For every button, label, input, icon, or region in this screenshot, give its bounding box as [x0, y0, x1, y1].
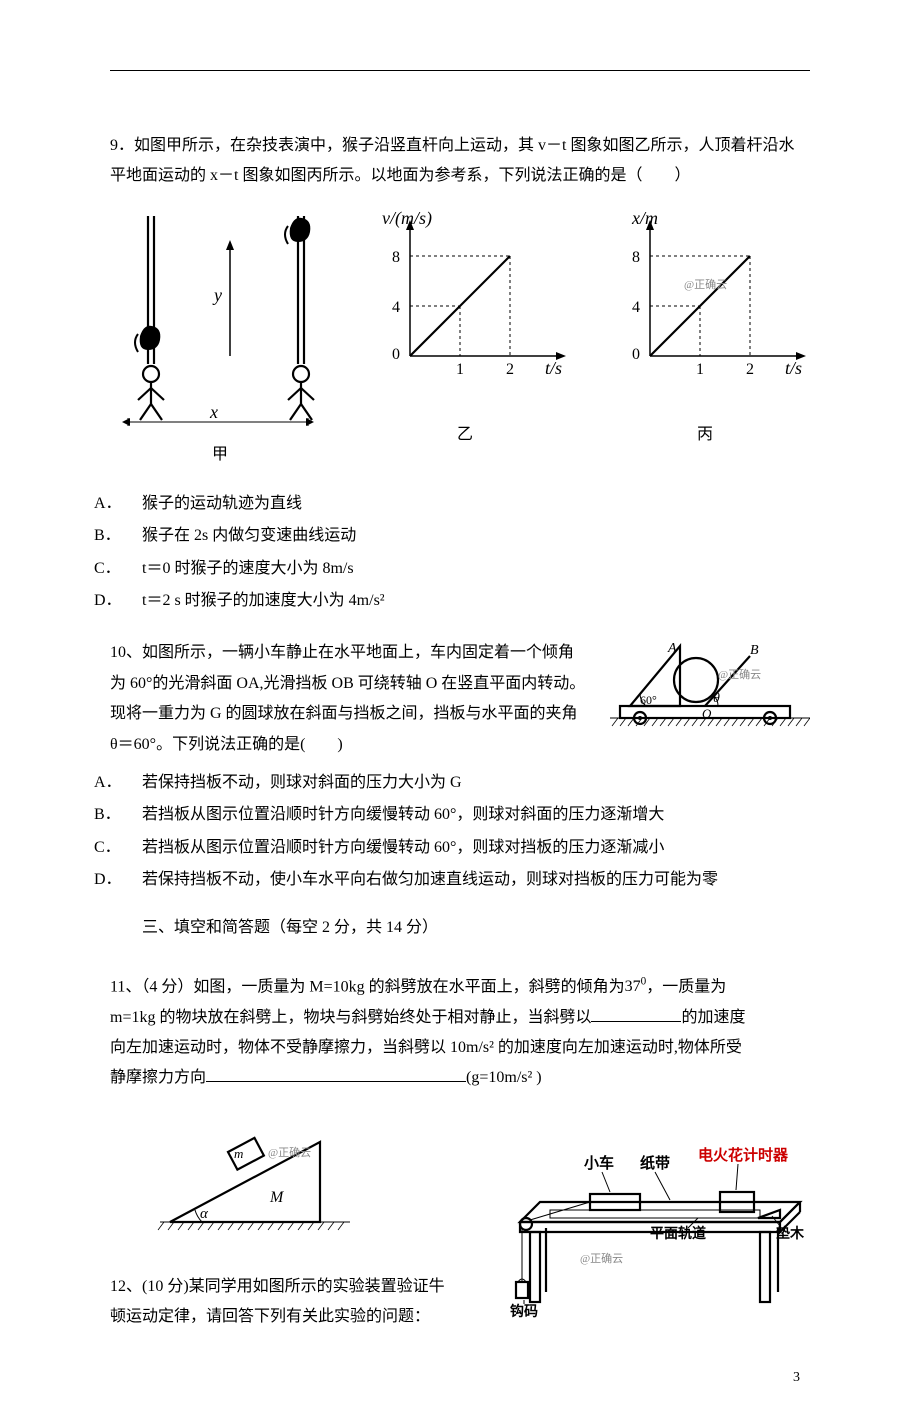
q9b-y0: 0: [392, 346, 400, 363]
svg-text:纸带: 纸带: [640, 1154, 670, 1172]
q9c-y8: 8: [632, 249, 640, 266]
q11-line3: 向左加速运动时，物体不受静摩擦力，当斜劈以 10m/s² 的加速度向左加速运动时…: [110, 1033, 810, 1063]
q10-opt-d: D．若保持挡板不动，使小车水平向右做匀加速直线运动，则球对挡板的压力可能为零: [110, 865, 810, 895]
q9c-y4: 4: [632, 299, 640, 316]
section-3-heading: 三、填空和简答题（每空 2 分，共 14 分）: [110, 913, 810, 943]
q9-opt-c: C．t＝0 时猴子的速度大小为 8m/s: [110, 554, 810, 584]
q10-figure: A B 60° θ O @正确云: [610, 638, 810, 744]
q9b-ylabel: v/(m/s): [382, 208, 432, 229]
svg-text:x: x: [209, 402, 218, 422]
blank-input[interactable]: [591, 1003, 681, 1022]
q9-fig-b-svg: v/(m/s) 8 4 0 1 2 t/s: [360, 206, 570, 406]
q9-stem: 9．如图甲所示，在杂技表演中，猴子沿竖直杆向上运动，其 v－t 图象如图乙所示，…: [110, 131, 810, 192]
q9-fig-a: y x 甲: [110, 206, 330, 471]
q9-fig-c: x/m 8 4 0 1 2 t/s @正确云 丙: [600, 206, 810, 471]
q12-figure: 小车 纸带 电火花计时器 平面轨道 垫木 钩码 @正确云: [480, 1132, 810, 1333]
page-number: 3: [793, 1365, 800, 1392]
q10-opt-b: B．若挡板从图示位置沿顺时针方向缓慢转动 60°，则球对斜面的压力逐渐增大: [110, 800, 810, 830]
question-9: 9．如图甲所示，在杂技表演中，猴子沿竖直杆向上运动，其 v－t 图象如图乙所示，…: [110, 131, 810, 616]
q12-stem: 12、(10 分)某同学用如图所示的实验装置验证牛顿运动定律，请回答下列有关此实…: [110, 1272, 450, 1333]
svg-text:电火花计时器: 电火花计时器: [698, 1146, 789, 1164]
svg-text:α: α: [200, 1206, 209, 1222]
q9-cap-c: 丙: [600, 420, 810, 450]
q9c-ylabel: x/m: [631, 208, 658, 228]
blank-input[interactable]: [206, 1064, 466, 1083]
q9-opt-d: D．t＝2 s 时猴子的加速度大小为 4m/s²: [110, 586, 810, 616]
svg-text:60°: 60°: [640, 693, 657, 707]
svg-text:m: m: [234, 1146, 243, 1161]
q9c-x2: 2: [746, 361, 754, 378]
q9-cap-b: 乙: [360, 420, 570, 450]
q9b-y8: 8: [392, 249, 400, 266]
q9-opt-b: B．猴子在 2s 内做匀变速曲线运动: [110, 521, 810, 551]
svg-text:B: B: [750, 643, 759, 658]
q9c-y0: 0: [632, 346, 640, 363]
q9b-y4: 4: [392, 299, 400, 316]
q9b-xlabel: t/s: [545, 358, 562, 378]
q9c-x1: 1: [696, 361, 704, 378]
q10-opt-c: C．若挡板从图示位置沿顺时针方向缓慢转动 60°，则球对挡板的压力逐渐减小: [110, 833, 810, 863]
q10-opt-a: A．若保持挡板不动，则球对斜面的压力大小为 G: [110, 768, 810, 798]
svg-text:小车: 小车: [584, 1154, 614, 1172]
top-rule: [110, 70, 810, 71]
q9b-x1: 1: [456, 361, 464, 378]
bottom-figures: m M α @正确云: [110, 1112, 810, 1372]
q9-opt-a: A．猴子的运动轨迹为直线: [110, 489, 810, 519]
svg-text:钩码: 钩码: [510, 1303, 538, 1320]
question-10: A B 60° θ O @正确云 10、如图所示，一辆小车静止在水平地面上，车内…: [110, 638, 810, 895]
q9-fig-b: v/(m/s) 8 4 0 1 2 t/s 乙: [360, 206, 570, 471]
svg-text:A: A: [667, 641, 677, 656]
svg-text:@正确云: @正确云: [580, 1252, 623, 1265]
svg-text:@正确云: @正确云: [718, 668, 761, 681]
svg-text:平面轨道: 平面轨道: [650, 1225, 706, 1242]
svg-text:O: O: [702, 706, 712, 721]
q9-figures: y x 甲: [110, 206, 810, 471]
q9-fig-c-svg: x/m 8 4 0 1 2 t/s @正确云: [600, 206, 810, 406]
svg-text:M: M: [269, 1189, 285, 1206]
q9-cap-a: 甲: [110, 440, 330, 470]
q11-line1: 11、（4 分）如图，一质量为 M=10kg 的斜劈放在水平面上，斜劈的倾角为3…: [110, 972, 810, 1003]
q9c-xlabel: t/s: [785, 358, 802, 378]
q11-line2: m=1kg 的物块放在斜劈上，物块与斜劈始终处于相对静止，当斜劈以的加速度: [110, 1003, 810, 1033]
svg-text:垫木: 垫木: [776, 1225, 805, 1242]
question-11: 11、（4 分）如图，一质量为 M=10kg 的斜劈放在水平面上，斜劈的倾角为3…: [110, 972, 810, 1094]
svg-text:y: y: [212, 285, 222, 305]
q9b-x2: 2: [506, 361, 514, 378]
svg-text:@正确云: @正确云: [268, 1146, 311, 1159]
q9-fig-a-svg: y x: [110, 206, 330, 426]
watermark-icon: @正确云: [684, 278, 727, 291]
q11-line4: 静摩擦力方向(g=10m/s² ): [110, 1063, 810, 1093]
q11-figure: m M α @正确云: [150, 1112, 360, 1253]
